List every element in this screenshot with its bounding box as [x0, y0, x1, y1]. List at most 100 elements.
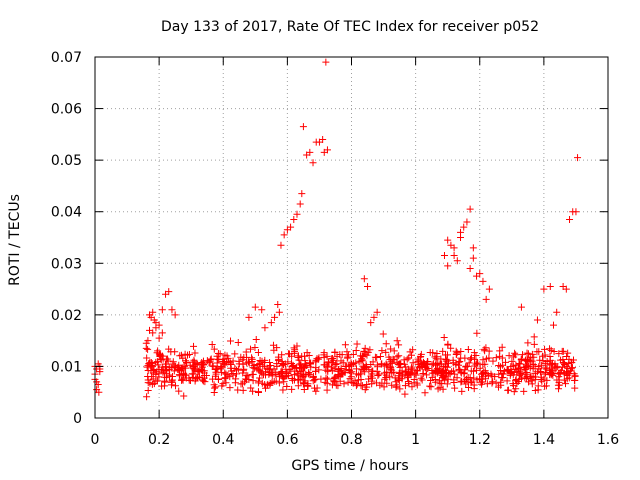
data-point [352, 370, 360, 378]
data-point [496, 347, 504, 355]
data-point [373, 368, 381, 376]
data-point [524, 339, 532, 347]
data-point [397, 360, 405, 368]
data-point [433, 353, 441, 361]
data-point [409, 359, 417, 367]
data-point [186, 361, 194, 369]
data-point [428, 373, 436, 381]
data-point [390, 368, 398, 376]
data-point [226, 384, 234, 392]
data-point [290, 215, 298, 223]
data-point [258, 369, 266, 377]
x-tick-label: 1.2 [469, 432, 491, 448]
data-point [344, 353, 352, 361]
data-point [387, 345, 395, 353]
data-point [461, 354, 469, 362]
data-point [168, 306, 176, 314]
data-point [95, 388, 103, 396]
data-point [190, 342, 198, 350]
data-point [413, 367, 421, 375]
data-point [277, 368, 285, 376]
data-point [439, 385, 447, 393]
data-point [354, 376, 362, 384]
data-point [502, 358, 510, 366]
data-point [370, 313, 378, 321]
data-point [345, 366, 353, 374]
data-point [439, 363, 447, 371]
data-point [237, 380, 245, 388]
data-point [218, 363, 226, 371]
data-point [438, 379, 446, 387]
data-point [341, 341, 349, 349]
data-point [531, 369, 539, 377]
data-point [536, 368, 544, 376]
data-point [194, 374, 202, 382]
data-point [249, 377, 257, 385]
data-point [455, 365, 463, 373]
data-point [417, 374, 425, 382]
data-point [306, 148, 314, 156]
data-point [369, 374, 377, 382]
data-point [380, 383, 388, 391]
y-axis-label: ROTI / TECUs [7, 194, 23, 286]
data-point [299, 123, 307, 131]
data-point [161, 360, 169, 368]
data-point [274, 356, 282, 364]
data-point [347, 373, 355, 381]
data-point [387, 364, 395, 372]
data-point [298, 190, 306, 198]
data-point [152, 358, 160, 366]
data-point [271, 313, 279, 321]
data-point [371, 353, 379, 361]
data-point [168, 378, 176, 386]
data-point [189, 370, 197, 378]
data-point [167, 363, 175, 371]
data-point [395, 341, 403, 349]
data-point [323, 146, 331, 154]
data-point [572, 208, 580, 216]
data-point [415, 357, 423, 365]
data-point [462, 376, 470, 384]
data-point [533, 348, 541, 356]
data-point [358, 382, 366, 390]
data-point [560, 376, 568, 384]
data-point [396, 385, 404, 393]
data-point [143, 393, 151, 401]
data-point [330, 377, 338, 385]
data-point [266, 380, 274, 388]
data-point [378, 347, 386, 355]
data-point [304, 380, 312, 388]
data-point [218, 382, 226, 390]
data-point [368, 380, 376, 388]
data-point [541, 345, 549, 353]
data-point [300, 385, 308, 393]
data-point [312, 358, 320, 366]
data-point [511, 365, 519, 373]
data-point [489, 378, 497, 386]
data-point [239, 356, 247, 364]
data-point [421, 389, 429, 397]
data-point [419, 360, 427, 368]
data-point [566, 215, 574, 223]
data-point [288, 362, 296, 370]
data-point [222, 379, 230, 387]
data-point [343, 348, 351, 356]
data-point [179, 376, 187, 384]
data-point [278, 367, 286, 375]
y-tick-label: 0 [73, 411, 82, 427]
data-point [419, 370, 427, 378]
data-point [466, 205, 474, 213]
data-point [373, 379, 381, 387]
data-point [551, 360, 559, 368]
data-point [479, 277, 487, 285]
data-point [401, 382, 409, 390]
data-point [247, 384, 255, 392]
data-point [481, 360, 489, 368]
data-point [473, 329, 481, 337]
data-point [160, 367, 168, 375]
data-point [300, 372, 308, 380]
data-point [418, 376, 426, 384]
data-point [211, 383, 219, 391]
data-point [258, 306, 266, 314]
